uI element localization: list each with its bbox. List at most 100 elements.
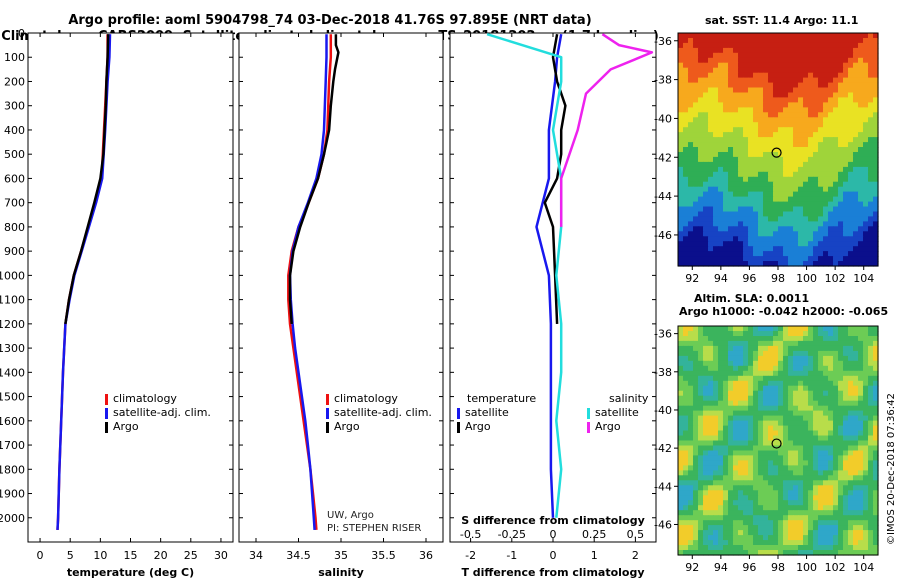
map-cell bbox=[813, 231, 819, 237]
map-cell bbox=[693, 186, 699, 193]
map-cell bbox=[848, 147, 854, 153]
map-cell bbox=[853, 455, 859, 461]
map-cell bbox=[748, 340, 754, 347]
map-cell bbox=[748, 231, 754, 237]
map-cell bbox=[823, 161, 829, 168]
map-cell bbox=[683, 450, 689, 457]
map-cell bbox=[863, 465, 869, 471]
map-cell bbox=[733, 480, 739, 486]
map-cell bbox=[743, 535, 749, 541]
map-cell bbox=[848, 246, 854, 252]
map-cell bbox=[863, 410, 869, 417]
map-cell bbox=[808, 535, 814, 541]
map-cell bbox=[718, 171, 724, 178]
map-cell bbox=[713, 112, 719, 118]
map-cell bbox=[688, 206, 694, 213]
map-cell bbox=[763, 201, 769, 208]
map-cell bbox=[728, 33, 734, 39]
map-cell bbox=[868, 251, 874, 257]
map-cell bbox=[743, 510, 749, 516]
map-cell bbox=[833, 112, 839, 118]
map-cell bbox=[688, 147, 694, 153]
map-cell bbox=[808, 500, 814, 506]
map-cell bbox=[803, 122, 809, 128]
map-cell bbox=[798, 127, 804, 133]
map-cell bbox=[738, 336, 744, 342]
map-cell bbox=[773, 92, 779, 99]
map-cell bbox=[813, 201, 819, 208]
map-cell bbox=[783, 82, 789, 89]
map-cell bbox=[683, 196, 689, 203]
map-cell bbox=[748, 72, 754, 79]
map-cell bbox=[743, 196, 749, 203]
map-cell bbox=[728, 520, 734, 526]
map-cell bbox=[773, 480, 779, 486]
map-cell bbox=[843, 122, 849, 128]
map-cell bbox=[788, 137, 794, 143]
map-cell bbox=[788, 490, 794, 496]
map-cell bbox=[843, 470, 849, 476]
map-cell bbox=[718, 510, 724, 516]
map-cell bbox=[708, 445, 714, 452]
map-cell bbox=[683, 261, 689, 267]
map-cell bbox=[833, 460, 839, 466]
map-cell bbox=[693, 77, 699, 84]
map-cell bbox=[723, 440, 729, 447]
map-cell bbox=[803, 42, 809, 49]
map-cell bbox=[818, 500, 824, 506]
map-cell bbox=[718, 67, 724, 74]
map-cell bbox=[718, 236, 724, 242]
map-cell bbox=[828, 500, 834, 506]
map-cell bbox=[843, 117, 849, 123]
x-axis-label: temperature (deg C) bbox=[67, 566, 194, 579]
map-cell bbox=[828, 62, 834, 69]
map-cell bbox=[768, 181, 774, 188]
map-cell bbox=[698, 365, 704, 372]
map-cell bbox=[683, 460, 689, 466]
map-cell bbox=[783, 147, 789, 153]
map-cell bbox=[743, 256, 749, 262]
title-line-1: Argo profile: aoml 5904798_74 03-Dec-201… bbox=[68, 13, 592, 28]
map-cell bbox=[813, 375, 819, 382]
map-cell bbox=[788, 42, 794, 49]
x2-axis-label: S difference from climatology bbox=[461, 514, 645, 527]
map-cell bbox=[783, 171, 789, 178]
map-cell bbox=[708, 156, 714, 163]
map-cell bbox=[713, 186, 719, 193]
map-cell bbox=[848, 395, 854, 402]
map-cell bbox=[818, 405, 824, 412]
map-cell bbox=[763, 33, 769, 39]
map-cell bbox=[683, 201, 689, 208]
map-cell bbox=[678, 515, 684, 521]
map-cell bbox=[748, 360, 754, 367]
map-cell bbox=[743, 545, 749, 551]
x-axis-label: T difference from climatology bbox=[461, 566, 644, 579]
map-cell bbox=[788, 256, 794, 262]
map-cell bbox=[743, 117, 749, 123]
map-cell bbox=[683, 520, 689, 526]
map-cell bbox=[848, 47, 854, 54]
map-cell bbox=[733, 166, 739, 173]
map-cell bbox=[683, 515, 689, 521]
map-cell bbox=[803, 500, 809, 506]
map-cell bbox=[788, 385, 794, 392]
map-cell bbox=[758, 525, 764, 531]
map-cell bbox=[868, 181, 874, 188]
map-cell bbox=[748, 216, 754, 222]
map-cell bbox=[793, 201, 799, 208]
map-cell bbox=[858, 97, 864, 103]
map-cell bbox=[803, 470, 809, 476]
map-cell bbox=[773, 236, 779, 242]
map-cell bbox=[683, 410, 689, 417]
map-cell bbox=[793, 256, 799, 262]
map-cell bbox=[693, 216, 699, 222]
map-cell bbox=[758, 465, 764, 471]
map-cell bbox=[763, 226, 769, 232]
map-cell bbox=[708, 117, 714, 123]
map-cell bbox=[868, 67, 874, 74]
map-cell bbox=[858, 370, 864, 377]
map-cell bbox=[713, 445, 719, 452]
map-cell bbox=[688, 545, 694, 551]
map-cell bbox=[708, 38, 714, 44]
map-cell bbox=[858, 475, 864, 481]
